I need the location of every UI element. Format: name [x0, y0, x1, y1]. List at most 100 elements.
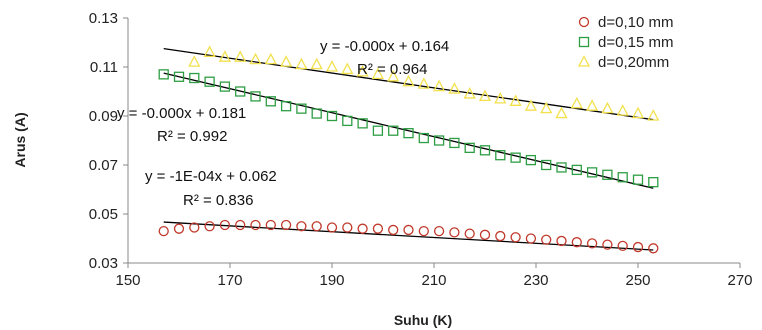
axes: 0.03 0.05 0.07 0.09 0.11 0.13 150 170 190 210 230 2…	[89, 10, 753, 289]
data-point	[204, 221, 215, 232]
data-point	[418, 132, 429, 144]
x-tick-label: 170	[217, 272, 242, 289]
data-point	[541, 159, 552, 171]
data-point	[463, 87, 476, 99]
data-point	[433, 225, 445, 237]
data-point	[478, 89, 492, 102]
data-point	[495, 150, 506, 161]
data-point	[265, 219, 276, 231]
data-point	[510, 152, 521, 163]
data-point	[479, 145, 491, 156]
data-point	[189, 72, 200, 84]
data-point	[342, 222, 353, 233]
data-point	[250, 219, 261, 231]
legend-marker	[578, 16, 590, 28]
data-point	[173, 223, 185, 234]
data-point	[235, 86, 246, 97]
data-point	[357, 118, 368, 129]
data-point	[387, 69, 400, 82]
data-point	[280, 55, 293, 67]
data-point	[203, 45, 216, 57]
data-point	[189, 222, 200, 233]
data-point	[204, 76, 215, 87]
data-point	[541, 234, 552, 245]
data-point	[311, 221, 322, 232]
y-tick-label: 0.11	[90, 59, 118, 76]
data-point	[342, 115, 353, 127]
data-point	[570, 96, 583, 109]
trendline	[163, 221, 654, 251]
data-point	[295, 57, 308, 70]
y-tick-label: 0.05	[89, 206, 118, 223]
data-point	[509, 94, 522, 106]
data-point	[601, 101, 614, 114]
legend-label: d=0,15 mm	[598, 34, 673, 51]
data-point	[296, 103, 307, 114]
y-tick-label: 0.03	[89, 255, 118, 272]
data-point	[188, 55, 201, 67]
data-point	[648, 243, 659, 254]
data-point	[540, 101, 553, 114]
trendlines	[163, 47, 654, 251]
data-point	[617, 172, 628, 183]
data-point	[555, 106, 568, 119]
data-point	[326, 110, 338, 122]
data-point	[631, 106, 645, 119]
y-tick-label: 0.13	[89, 10, 118, 27]
data-point	[280, 219, 292, 231]
data-point	[556, 235, 567, 247]
data-point	[418, 225, 429, 237]
data-point	[264, 52, 277, 65]
x-tick-label: 150	[115, 272, 140, 289]
x-tick-label: 250	[625, 272, 650, 289]
data-point	[173, 71, 185, 82]
data-point	[356, 65, 369, 77]
trendline-equation: y = -1E-04x + 0.062	[145, 168, 277, 185]
data-point	[235, 219, 246, 231]
x-tick-label: 210	[421, 272, 446, 289]
data-point	[357, 223, 368, 234]
data-point	[218, 50, 231, 62]
data-point	[449, 227, 460, 238]
y-tick-label: 0.09	[89, 108, 118, 125]
x-tick-label: 270	[727, 272, 752, 289]
x-tick-label: 190	[319, 272, 344, 289]
data-points	[158, 45, 660, 254]
data-point	[219, 81, 231, 92]
legend-label: d=0,20mm	[598, 54, 669, 71]
data-point	[449, 137, 460, 149]
legend-marker	[577, 55, 591, 67]
data-point	[219, 219, 231, 231]
data-point	[433, 79, 446, 92]
data-point	[617, 240, 628, 252]
trendline-r2: R² = 0.964	[357, 61, 427, 78]
data-point	[249, 52, 262, 65]
data-point	[602, 169, 613, 180]
data-point	[571, 164, 582, 176]
data-point	[402, 74, 415, 87]
data-point	[417, 77, 430, 89]
data-point	[265, 96, 276, 107]
data-point	[403, 127, 414, 139]
trendline-equation: y = -0.000x + 0.181	[117, 105, 246, 122]
trendline-r2: R² = 0.992	[157, 128, 227, 145]
data-point	[586, 238, 598, 249]
data-point	[372, 125, 384, 136]
data-point	[616, 104, 629, 116]
data-point	[571, 237, 582, 248]
trendline-equation: y = -0.000x + 0.164	[320, 38, 449, 55]
data-point	[280, 101, 292, 112]
data-point	[464, 228, 475, 239]
data-point	[433, 135, 445, 146]
data-point	[234, 50, 247, 62]
data-point	[648, 176, 659, 188]
x-tick-label: 230	[523, 272, 548, 289]
data-point	[311, 108, 322, 119]
data-point	[632, 241, 644, 253]
data-point	[158, 225, 169, 237]
data-point	[158, 69, 169, 80]
data-point	[296, 221, 307, 232]
data-point	[525, 154, 537, 166]
y-tick-label: 0.07	[89, 157, 118, 174]
